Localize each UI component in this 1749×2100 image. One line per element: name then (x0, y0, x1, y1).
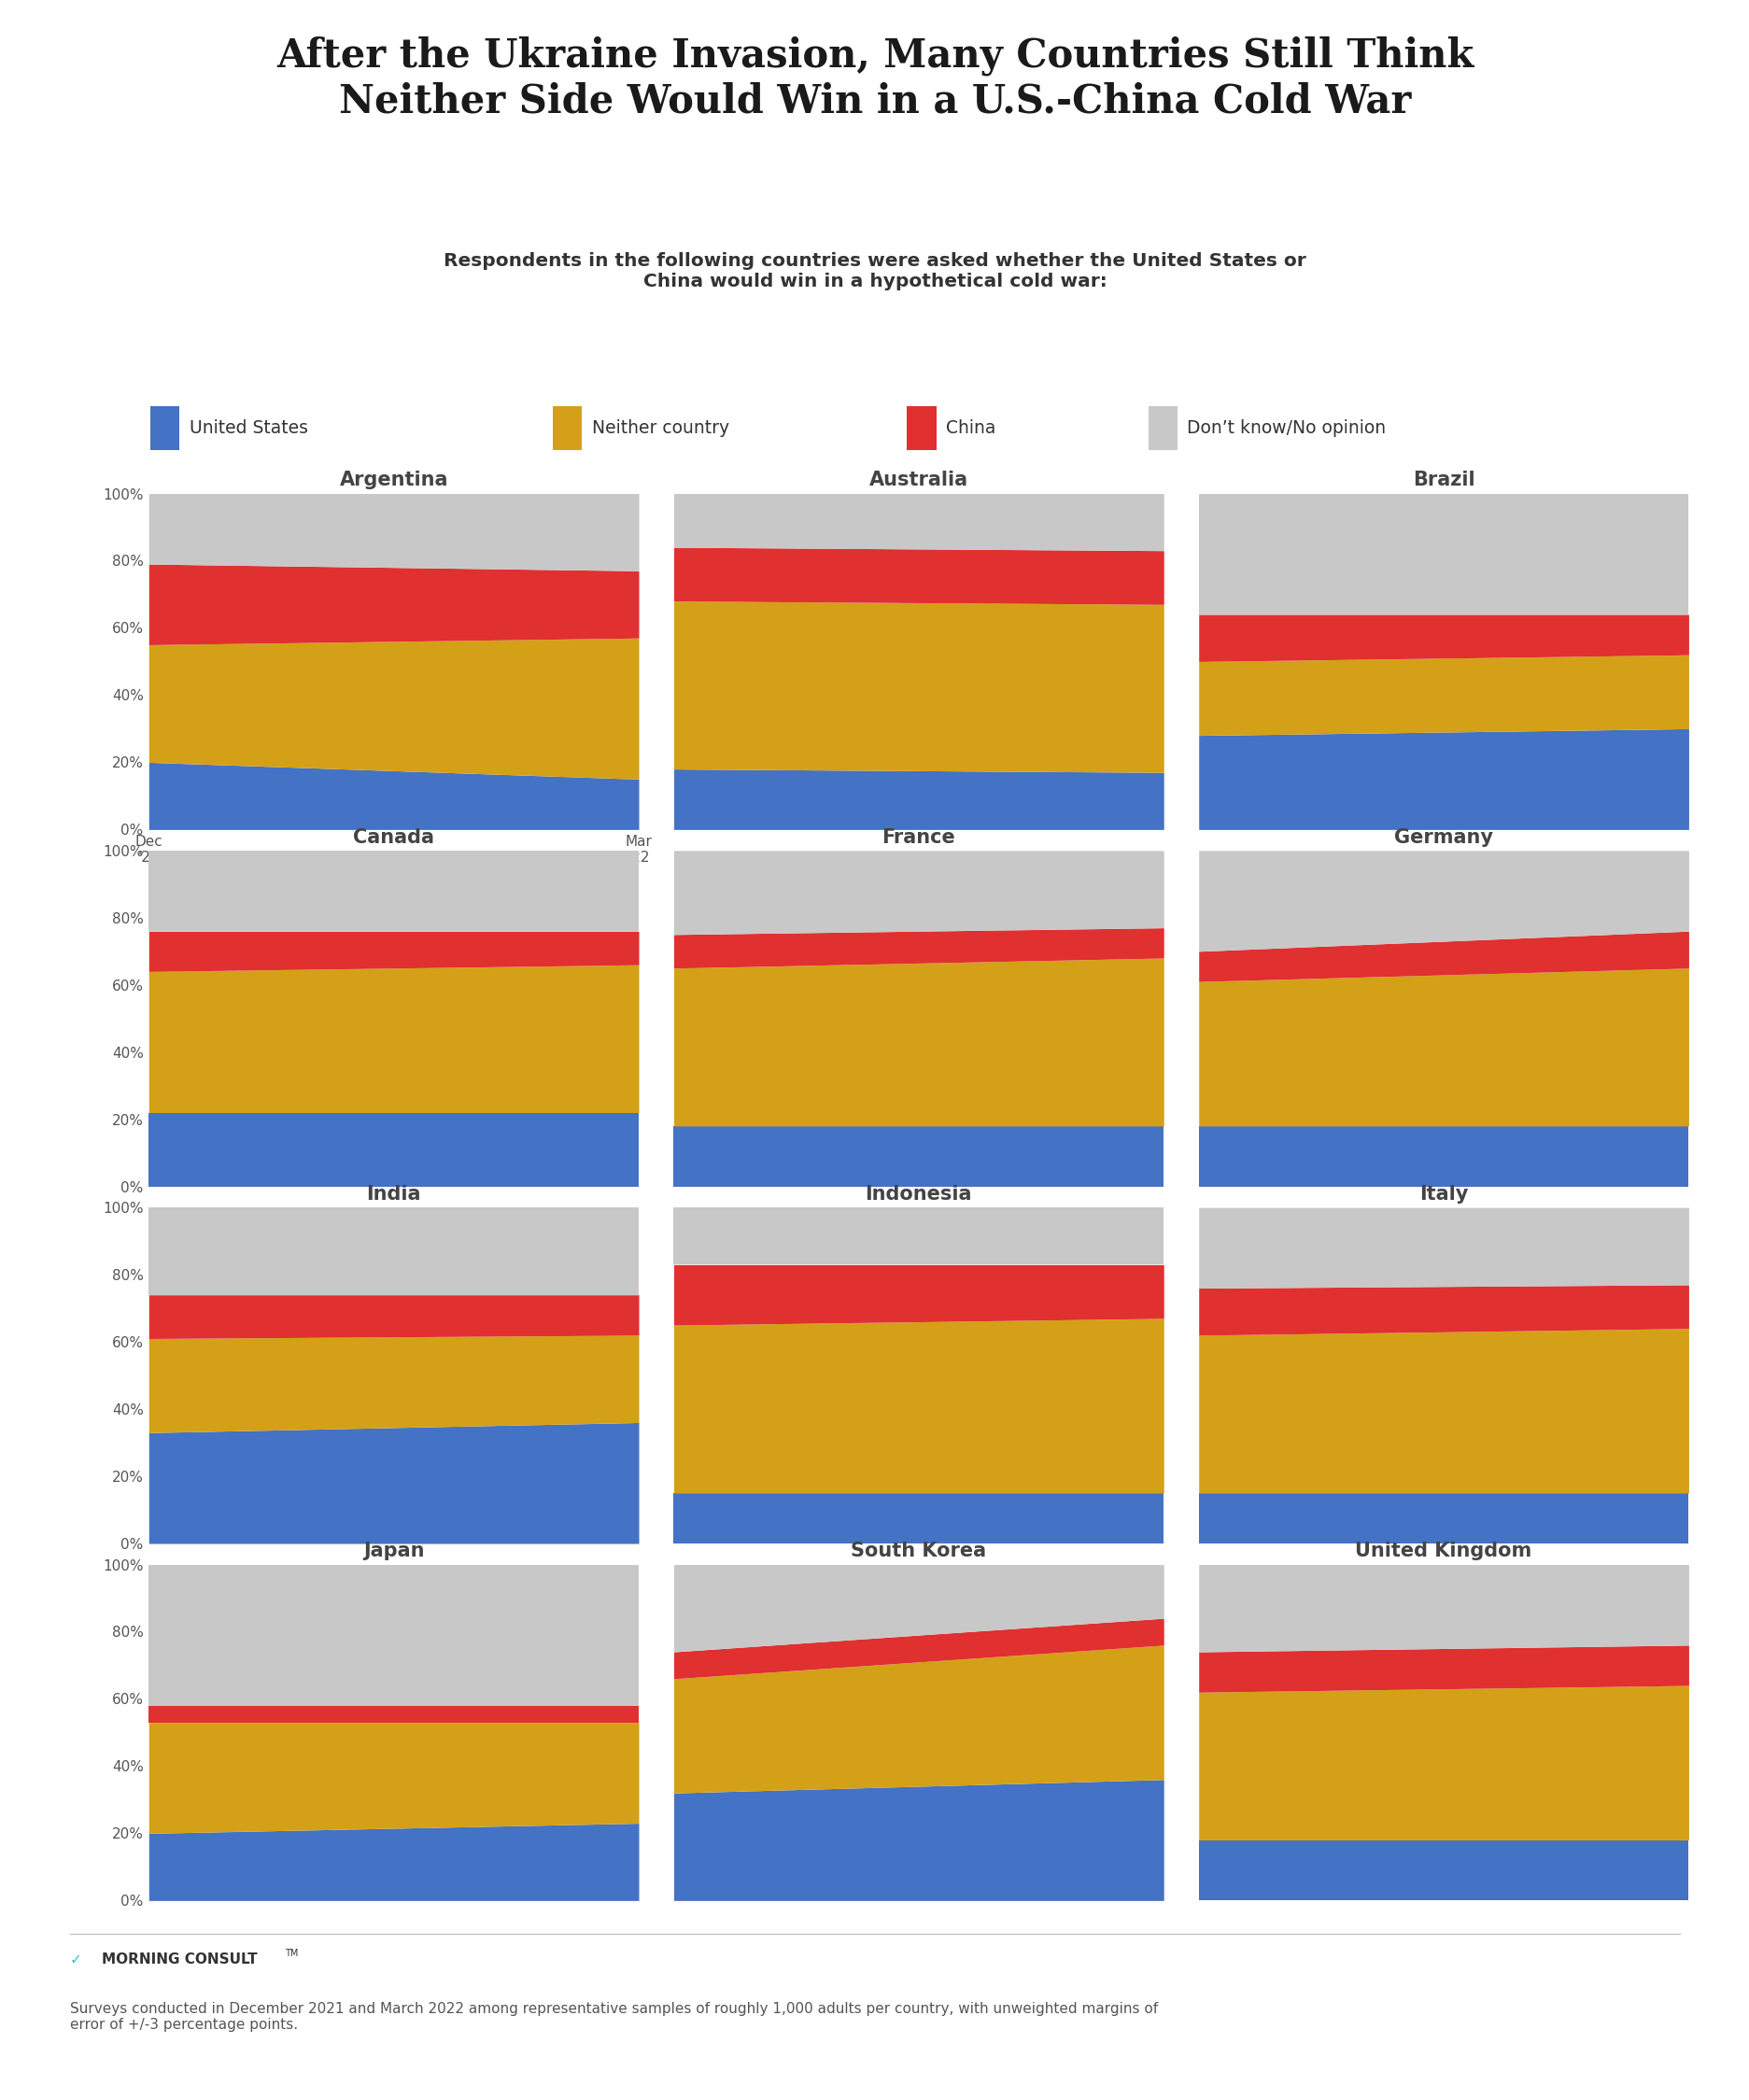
Text: Respondents in the following countries were asked whether the United States or
C: Respondents in the following countries w… (444, 252, 1305, 290)
Bar (150, 407, 180, 452)
Title: United Kingdom: United Kingdom (1355, 1541, 1530, 1560)
Bar (1147, 407, 1177, 452)
Title: Japan: Japan (364, 1541, 423, 1560)
Text: ✓: ✓ (70, 1953, 87, 1966)
Title: Germany: Germany (1394, 827, 1492, 846)
Text: After the Ukraine Invasion, Many Countries Still Think
Neither Side Would Win in: After the Ukraine Invasion, Many Countri… (276, 36, 1473, 122)
Title: Australia: Australia (869, 470, 967, 489)
Text: Neither country: Neither country (591, 420, 729, 437)
Title: Brazil: Brazil (1411, 470, 1474, 489)
Text: Surveys conducted in December 2021 and March 2022 among representative samples o: Surveys conducted in December 2021 and M… (70, 2001, 1158, 2033)
Text: China: China (944, 420, 995, 437)
Title: India: India (366, 1184, 422, 1203)
Text: MORNING CONSULT: MORNING CONSULT (101, 1953, 257, 1966)
Bar (906, 407, 936, 452)
Title: Indonesia: Indonesia (864, 1184, 972, 1203)
Title: France: France (881, 827, 955, 846)
Text: United States: United States (189, 420, 308, 437)
Title: Italy: Italy (1418, 1184, 1467, 1203)
Text: TM: TM (285, 1949, 299, 1957)
Title: South Korea: South Korea (850, 1541, 986, 1560)
Title: Argentina: Argentina (339, 470, 448, 489)
Bar (553, 407, 582, 452)
Title: Canada: Canada (353, 827, 434, 846)
Text: Don’t know/No opinion: Don’t know/No opinion (1186, 420, 1385, 437)
